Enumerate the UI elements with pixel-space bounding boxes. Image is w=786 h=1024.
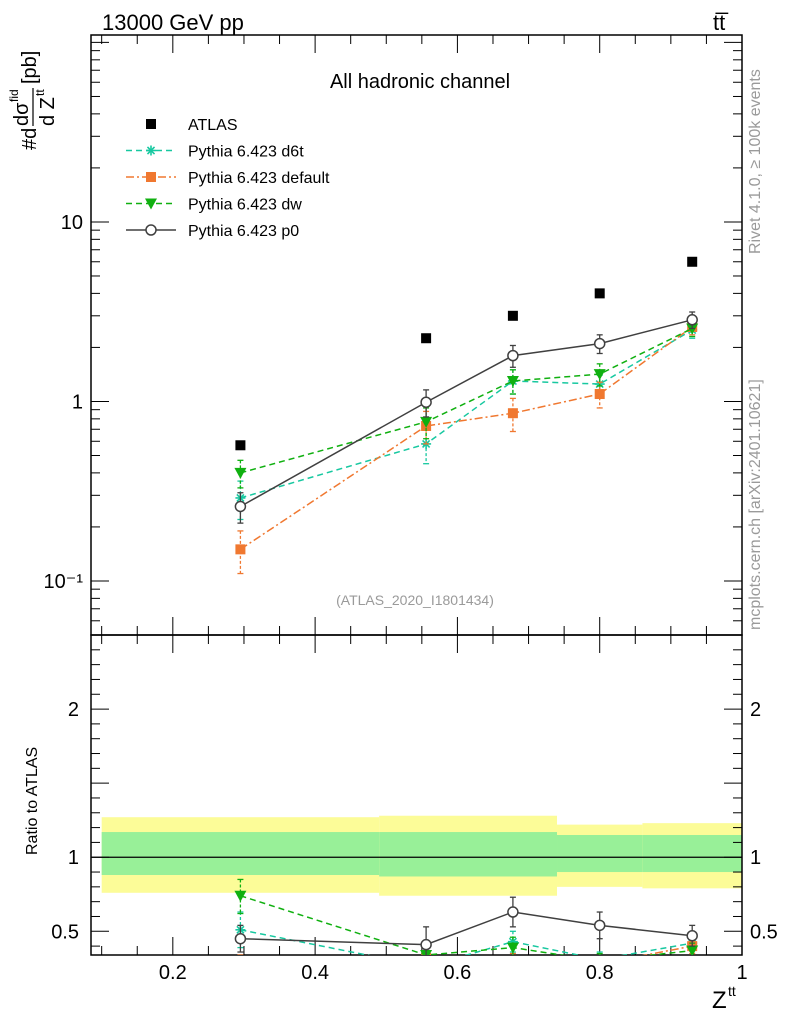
atlas-data-point <box>687 256 698 267</box>
x-tick-label: 0.8 <box>586 962 614 984</box>
series-pythia-6-423-p0 <box>234 311 698 524</box>
rivet-version-label: Rivet 4.1.0, ≥ 100k events <box>747 69 764 254</box>
data-point <box>234 500 247 513</box>
data-point <box>507 906 519 918</box>
legend-item: Pythia 6.423 dw <box>126 197 302 214</box>
uncertainty-band-inner <box>642 835 742 873</box>
data-point <box>234 467 247 479</box>
data-point <box>686 945 699 955</box>
series-pythia-6-423-p0 <box>234 896 698 955</box>
ratio-y-tick-label-right: 2 <box>750 699 761 721</box>
legend-label: ATLAS <box>188 117 238 134</box>
svg-text:Z: Z <box>712 987 727 1014</box>
energy-label: 13000 GeV pp <box>102 10 244 35</box>
svg-text:d Z: d Z <box>37 97 59 126</box>
data-point <box>235 544 246 555</box>
ratio-y-tick-label-right: 1 <box>750 847 761 869</box>
series-atlas <box>235 256 698 451</box>
star-stroke <box>423 963 430 970</box>
data-point <box>420 396 432 408</box>
ratio-y-tick-label-right: 0.5 <box>750 921 778 943</box>
legend-label: Pythia 6.423 default <box>188 170 330 187</box>
ratio-y-tick-label: 1 <box>68 847 79 869</box>
ratio-y-tick-label: 2 <box>68 699 79 721</box>
data-point <box>420 416 433 428</box>
chart-title: All hadronic channel <box>330 71 510 93</box>
atlas-data-point <box>594 288 605 299</box>
legend-marker <box>146 119 156 129</box>
data-point <box>234 890 247 902</box>
data-point <box>421 962 431 972</box>
mcplots-label: mcplots.cern.ch [arXiv:2401.10621] <box>747 379 764 630</box>
data-point <box>234 932 247 945</box>
svg-text:dσ: dσ <box>11 102 33 126</box>
data-point <box>594 389 605 400</box>
series-pythia-6-423-dw <box>234 320 699 489</box>
legend-label: Pythia 6.423 dw <box>188 197 302 214</box>
uncertainty-band-inner <box>379 832 558 877</box>
star-stroke <box>146 146 156 155</box>
y-tick-label: 10 <box>61 212 83 234</box>
legend-label: Pythia 6.423 d6t <box>188 144 304 161</box>
x-axis-label: Z tt <box>712 983 736 1014</box>
data-point <box>686 929 698 942</box>
legend-item: Pythia 6.423 d6t <box>126 144 304 161</box>
analysis-watermark: (ATLAS_2020_I1801434) <box>336 592 494 608</box>
data-point <box>593 369 606 381</box>
ratio-y-axis-label: Ratio to ATLAS <box>24 747 41 855</box>
uncertainty-band-inner <box>557 835 643 873</box>
data-point <box>420 938 432 951</box>
legend-item: Pythia 6.423 default <box>126 170 330 187</box>
series-line <box>240 329 693 499</box>
x-tick-label: 0.2 <box>159 962 187 984</box>
ratio-frame <box>90 634 743 956</box>
legend-marker <box>146 145 156 156</box>
legend-label: Pythia 6.423 p0 <box>188 223 299 240</box>
data-point <box>507 408 518 419</box>
legend-marker <box>146 172 156 182</box>
process-label: tt̅ <box>713 10 729 35</box>
atlas-data-point <box>235 440 246 451</box>
star-stroke <box>423 963 430 970</box>
x-tick-label: 0.4 <box>301 962 329 984</box>
series-pythia-6-423-default <box>235 319 698 575</box>
legend: ATLAS Pythia 6.423 d6t Pythia 6.423 defaul… <box>126 117 330 240</box>
atlas-data-point <box>421 333 432 344</box>
atlas-data-point <box>507 310 518 321</box>
x-tick-label: 1 <box>736 962 747 984</box>
svg-text:[pb]: [pb] <box>19 51 41 84</box>
svg-text:fid: fid <box>7 89 21 102</box>
data-point <box>686 314 698 326</box>
svg-text:tt: tt <box>728 983 736 999</box>
main-y-axis-label: #d dσ fid d Z tt [pb] <box>7 51 59 150</box>
legend-item: Pythia 6.423 p0 <box>126 223 299 240</box>
legend-marker <box>145 198 157 210</box>
uncertainty-band-inner <box>101 832 380 875</box>
data-point <box>508 957 518 967</box>
y-tick-label: 10⁻¹ <box>44 571 84 593</box>
data-point <box>506 942 519 954</box>
series-line <box>240 327 693 474</box>
x-tick-label: 0.6 <box>444 962 472 984</box>
svg-text:#d: #d <box>19 128 41 150</box>
data-point <box>507 349 519 362</box>
data-point <box>593 337 606 350</box>
y-tick-label: 1 <box>72 391 83 413</box>
svg-text:tt: tt <box>33 89 47 96</box>
legend-marker <box>145 224 157 236</box>
data-point <box>506 375 519 387</box>
ratio-y-tick-label: 0.5 <box>51 921 79 943</box>
series-pythia-6-423-d6t <box>235 321 698 521</box>
data-point <box>235 962 245 972</box>
legend-item: ATLAS <box>146 117 238 134</box>
series-line <box>239 326 693 550</box>
data-point <box>593 919 606 932</box>
